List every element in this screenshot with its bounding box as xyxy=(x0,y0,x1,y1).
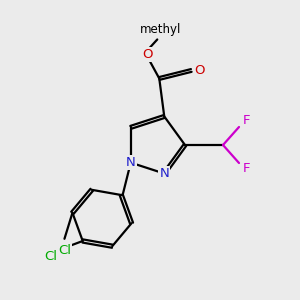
Text: methyl: methyl xyxy=(140,23,181,36)
Text: Cl: Cl xyxy=(44,250,57,263)
Text: N: N xyxy=(159,167,169,180)
Text: O: O xyxy=(142,48,152,61)
Text: O: O xyxy=(194,64,205,77)
Text: N: N xyxy=(126,156,136,169)
Text: F: F xyxy=(242,163,250,176)
Text: Cl: Cl xyxy=(58,244,71,257)
Text: F: F xyxy=(242,115,250,128)
